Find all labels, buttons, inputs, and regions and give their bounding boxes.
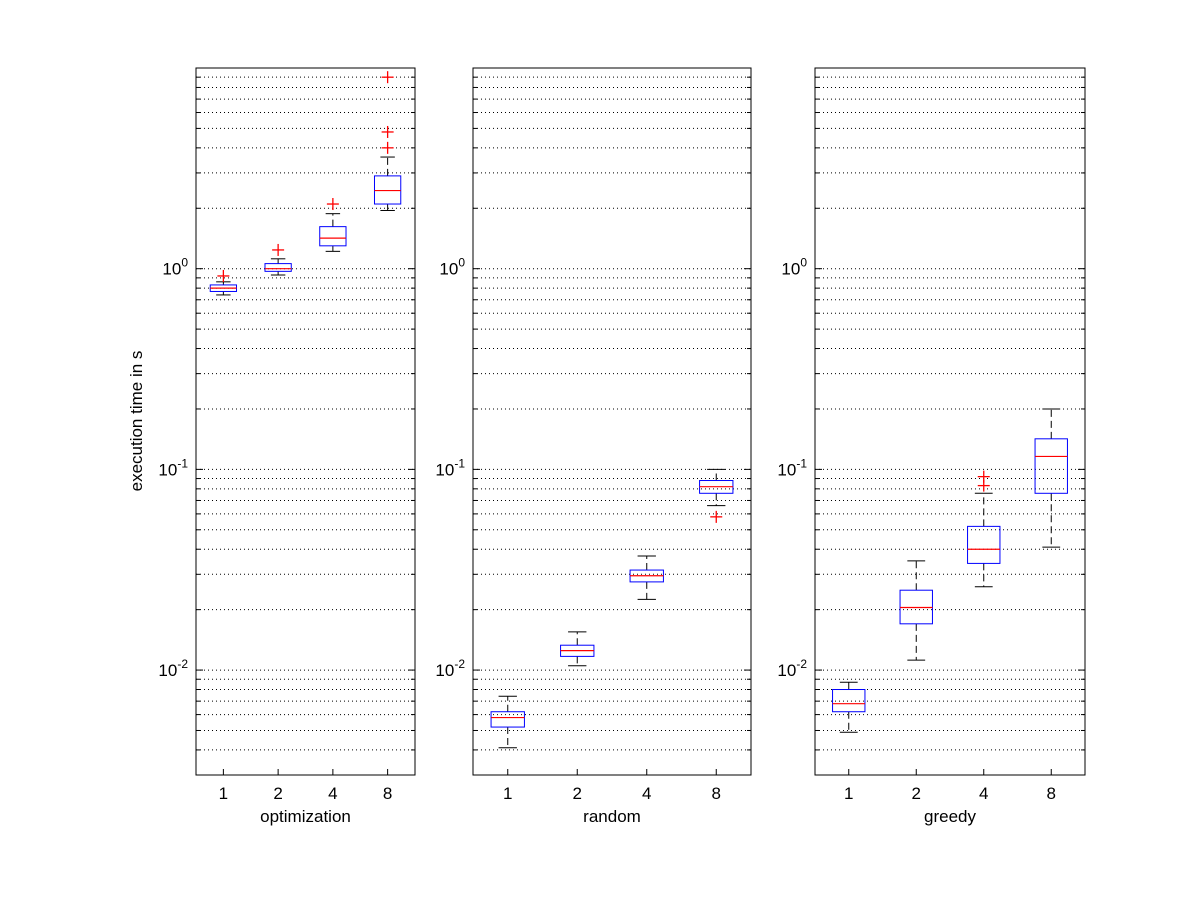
x-tick-label: 2: [573, 784, 582, 803]
axes-frame: [814, 67, 1086, 776]
axes-frame: [195, 67, 416, 776]
x-tick-label: 8: [383, 784, 392, 803]
box-1: [832, 681, 866, 733]
x-axis-label: random: [583, 807, 641, 826]
x-tick-label: 4: [328, 784, 337, 803]
panel-greedy: 10-2 10-1 100 1 2 4 8 greedy: [777, 67, 1086, 826]
y-tick-label: 10-1: [435, 456, 465, 479]
outlier-marker: [381, 125, 394, 138]
outlier-marker: [326, 198, 339, 211]
x-tick-label: 1: [503, 784, 512, 803]
outlier-marker: [381, 141, 394, 154]
box-4: [319, 198, 347, 252]
y-tick-label: 10-2: [777, 657, 807, 680]
box-iqr: [490, 711, 525, 728]
y-tick-label: 10-2: [435, 657, 465, 680]
box-2: [264, 243, 292, 276]
x-tick-label: 8: [712, 784, 721, 803]
panel-random: 10-2 10-1 100 1 2 4 8 random: [435, 67, 752, 826]
y-tick-label: 10-1: [777, 456, 807, 479]
x-axis-label: optimization: [260, 807, 351, 826]
axes-frame: [472, 67, 752, 776]
x-tick-label: 4: [979, 784, 988, 803]
x-tick-label: 1: [844, 784, 853, 803]
x-tick-label: 8: [1047, 784, 1056, 803]
outlier-marker: [710, 510, 723, 523]
y-tick-label: 10-2: [158, 657, 188, 680]
box-8: [373, 71, 402, 211]
outlier-marker: [977, 470, 990, 483]
outlier-marker: [381, 71, 394, 84]
y-tick-label: 10-1: [158, 456, 188, 479]
box-8: [699, 468, 734, 523]
outlier-marker: [272, 243, 285, 256]
x-tick-label: 4: [642, 784, 651, 803]
box-1: [490, 695, 525, 749]
box-iqr: [1034, 438, 1068, 494]
x-tick-label: 2: [273, 784, 282, 803]
panels: 10-2 10-1 100 1 2 4 8 optimization 10-2 10-1 100 1 2…: [158, 67, 1086, 826]
y-tick-label: 100: [162, 256, 188, 279]
box-iqr: [373, 175, 402, 205]
box-iqr: [832, 689, 866, 713]
box-iqr: [967, 525, 1001, 564]
panel-optimization: 10-2 10-1 100 1 2 4 8 optimization: [158, 67, 416, 826]
box-2: [899, 560, 933, 661]
x-tick-label: 2: [912, 784, 921, 803]
box-1: [209, 269, 238, 296]
y-tick-label: 100: [781, 256, 807, 279]
outlier-marker: [217, 269, 230, 282]
x-axis-label: greedy: [924, 807, 976, 826]
box-2: [560, 631, 595, 667]
x-tick-label: 1: [219, 784, 228, 803]
y-axis-label: execution time in s: [127, 351, 146, 492]
box-8: [1034, 408, 1068, 548]
box-iqr: [319, 226, 347, 247]
box-4: [967, 470, 1001, 588]
y-tick-label: 100: [439, 256, 465, 279]
box-4: [629, 555, 664, 600]
box-iqr: [264, 263, 292, 272]
